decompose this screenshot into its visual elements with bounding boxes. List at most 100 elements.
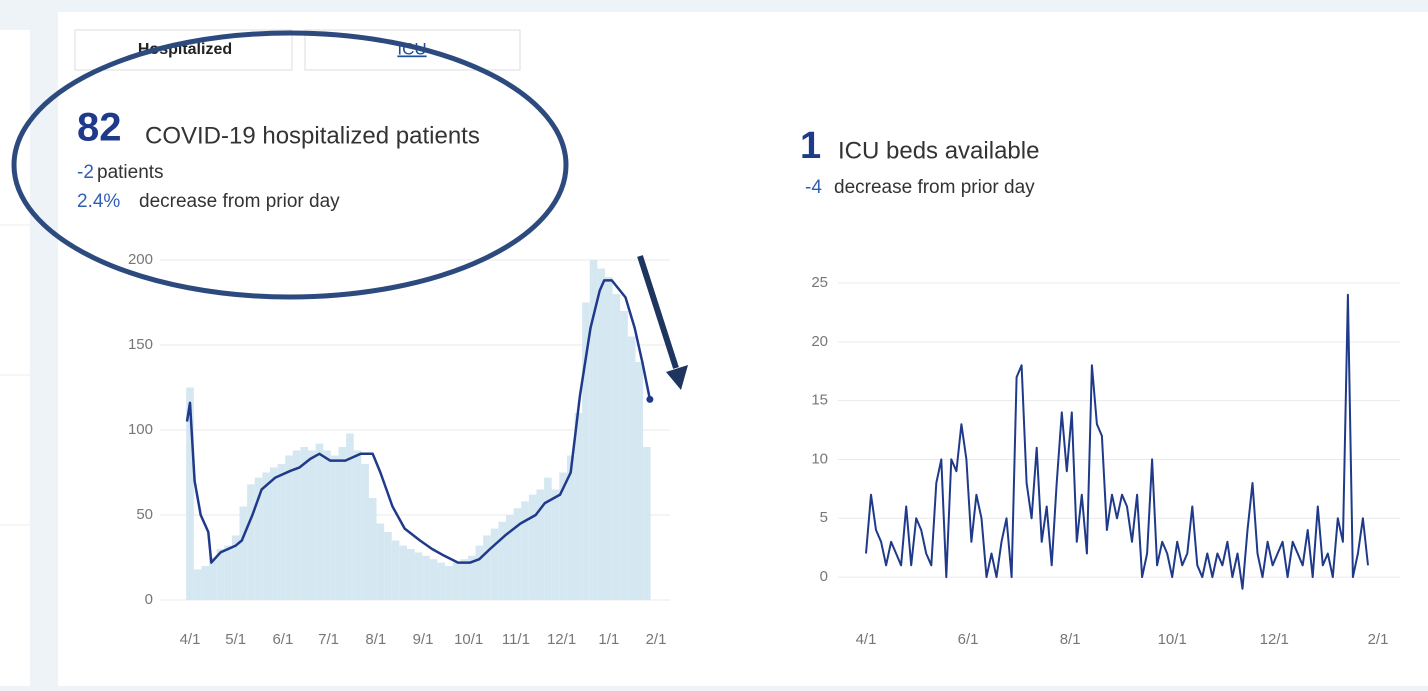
bar: [620, 311, 628, 600]
x-tick-label: 11/1: [502, 631, 530, 648]
y-tick-label: 0: [820, 568, 828, 585]
bar: [582, 302, 590, 600]
x-tick-label: 2/1: [1368, 631, 1389, 648]
bar: [262, 472, 270, 600]
line: [185, 279, 652, 564]
bar: [467, 555, 476, 600]
bar: [589, 260, 598, 600]
bar: [437, 562, 446, 600]
line: [865, 293, 1369, 590]
y-tick-label: 10: [811, 450, 828, 467]
bar: [490, 528, 499, 600]
bar: [566, 455, 575, 600]
bar: [399, 545, 408, 600]
change-pct: 2.4%: [77, 191, 120, 212]
bar: [224, 545, 232, 600]
x-tick-label: 1/1: [598, 631, 619, 648]
y-tick-label: 100: [128, 421, 153, 438]
bar: [597, 268, 605, 600]
headline-text: COVID-19 hospitalized patients: [145, 122, 480, 149]
change-text: decrease from prior day: [834, 177, 1035, 198]
bar: [604, 277, 613, 600]
bar: [254, 477, 263, 600]
y-tick-label: 25: [811, 274, 828, 291]
bar: [231, 535, 240, 600]
bar: [559, 472, 567, 600]
bar: [627, 336, 636, 600]
bar: [452, 562, 461, 600]
bar: [635, 362, 644, 600]
bar: [346, 433, 354, 600]
bar: [643, 447, 651, 600]
change-text: patients: [97, 162, 164, 183]
x-tick-label: 8/1: [1060, 631, 1081, 648]
annotation-oval: [11, 30, 569, 300]
bar: [384, 532, 392, 600]
bar: [475, 545, 484, 600]
bar: [323, 450, 331, 600]
bar: [445, 566, 453, 600]
bar: [338, 447, 347, 600]
bar: [422, 555, 430, 600]
x-tick-label: 6/1: [272, 631, 293, 648]
y-tick-label: 20: [811, 333, 828, 350]
x-tick-label: 10/1: [454, 631, 483, 648]
change-value: -2: [77, 162, 94, 183]
end-dot: [646, 395, 654, 403]
bar: [361, 464, 369, 600]
tab-label[interactable]: Hospitalized: [138, 41, 232, 58]
bar: [353, 450, 362, 600]
x-tick-label: 6/1: [958, 631, 979, 648]
bar: [368, 498, 377, 600]
bar: [391, 540, 400, 600]
x-tick-label: 4/1: [180, 631, 201, 648]
bar: [551, 489, 560, 600]
y-tick-label: 0: [145, 591, 153, 608]
x-tick-label: 9/1: [413, 631, 434, 648]
y-tick-label: 50: [136, 506, 153, 523]
bar: [483, 535, 491, 600]
bar: [513, 508, 522, 600]
headline-value: 82: [77, 106, 122, 150]
x-tick-label: 7/1: [318, 631, 339, 648]
bar: [300, 447, 309, 600]
bar: [308, 450, 316, 600]
y-tick-label: 150: [128, 336, 153, 353]
headline-text: ICU beds available: [838, 137, 1039, 164]
bar: [429, 559, 438, 600]
bar: [376, 523, 385, 600]
bar: [330, 455, 339, 600]
arrow-head: [666, 365, 688, 390]
bar: [407, 549, 415, 600]
x-tick-label: 2/1: [646, 631, 667, 648]
bar: [521, 501, 529, 600]
bar: [536, 489, 545, 600]
bar: [209, 557, 217, 600]
side-panel: [0, 30, 30, 686]
annotation-arrow: [637, 255, 679, 369]
bar: [498, 521, 506, 600]
bar: [505, 515, 514, 600]
bar: [612, 294, 621, 600]
bar: [201, 566, 210, 600]
bar: [247, 484, 255, 600]
bar: [315, 443, 324, 600]
bar: [216, 549, 225, 600]
x-tick-label: 12/1: [1260, 631, 1289, 648]
bar: [269, 467, 278, 600]
change-value: -4: [805, 177, 822, 198]
y-tick-label: 5: [820, 509, 828, 526]
bar: [239, 506, 248, 600]
y-tick-label: 15: [811, 392, 828, 409]
change-text: decrease from prior day: [139, 191, 340, 212]
bar: [292, 450, 301, 600]
x-tick-label: 12/1: [547, 631, 576, 648]
x-tick-label: 8/1: [365, 631, 386, 648]
headline-value: 1: [800, 125, 821, 167]
bar: [277, 464, 286, 600]
bar: [460, 559, 468, 600]
bar: [528, 494, 537, 600]
y-tick-label: 200: [128, 251, 153, 268]
